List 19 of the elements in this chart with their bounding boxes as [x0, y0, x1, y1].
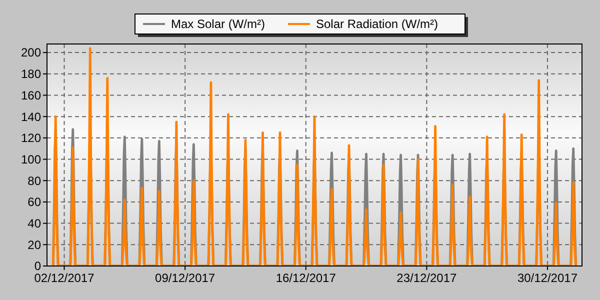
y-tick-label: 20 — [28, 238, 42, 252]
y-tick-label: 200 — [20, 46, 42, 60]
x-tick-label: 02/12/2017 — [34, 271, 95, 285]
y-tick-label: 180 — [20, 67, 42, 82]
y-tick-label: 120 — [20, 131, 42, 146]
y-tick-label: 80 — [28, 174, 42, 188]
legend-label: Max Solar (W/m²) — [171, 17, 265, 32]
y-tick-label: 40 — [28, 216, 42, 231]
x-tick-label: 30/12/2017 — [517, 271, 578, 285]
y-tick-label: 160 — [20, 88, 42, 102]
y-tick-label: 0 — [34, 259, 42, 274]
x-tick-label: 09/12/2017 — [155, 271, 216, 285]
x-tick-label: 16/12/2017 — [276, 271, 336, 285]
y-tick-label: 60 — [28, 195, 42, 210]
y-tick-label: 140 — [20, 110, 42, 124]
line-series — [52, 47, 578, 266]
x-tick-label: 23/12/2017 — [396, 271, 458, 285]
y-tick-label: 100 — [20, 152, 42, 166]
legend-label: Solar Radiation (W/m²) — [316, 17, 438, 32]
